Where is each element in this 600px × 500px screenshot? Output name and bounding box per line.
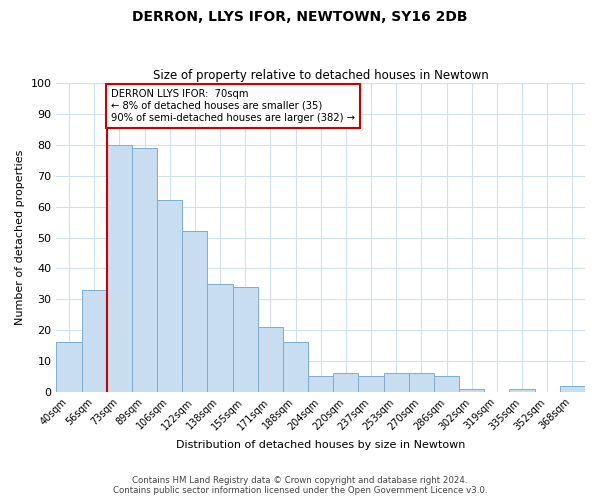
Bar [157,200,182,392]
Bar [258,327,283,392]
Bar [82,290,107,392]
Bar [56,342,82,392]
Bar [233,287,258,392]
Bar [383,374,409,392]
Bar [459,389,484,392]
Bar [182,232,208,392]
Bar [208,284,233,392]
Bar [434,376,459,392]
Bar [409,374,434,392]
Bar [283,342,308,392]
Text: DERRON LLYS IFOR:  70sqm
← 8% of detached houses are smaller (35)
90% of semi-de: DERRON LLYS IFOR: 70sqm ← 8% of detached… [110,90,355,122]
Title: Size of property relative to detached houses in Newtown: Size of property relative to detached ho… [153,69,488,82]
Bar [132,148,157,392]
Bar [308,376,333,392]
Text: Contains HM Land Registry data © Crown copyright and database right 2024.
Contai: Contains HM Land Registry data © Crown c… [113,476,487,495]
Bar [560,386,585,392]
Bar [509,389,535,392]
Bar [107,145,132,392]
Text: DERRON, LLYS IFOR, NEWTOWN, SY16 2DB: DERRON, LLYS IFOR, NEWTOWN, SY16 2DB [132,10,468,24]
Bar [358,376,383,392]
X-axis label: Distribution of detached houses by size in Newtown: Distribution of detached houses by size … [176,440,466,450]
Y-axis label: Number of detached properties: Number of detached properties [15,150,25,325]
Bar [333,374,358,392]
